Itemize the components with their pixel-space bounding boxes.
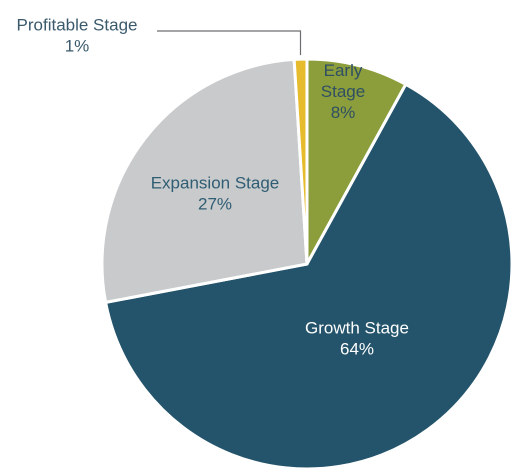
slice-name-label: Profitable Stage	[17, 16, 138, 35]
slice-label-growth-stage: Growth Stage 64%	[305, 319, 409, 359]
slice-early-stage	[305, 57, 408, 266]
pie-labels: Early Stage 8% Growth Stage 64% Expansion Sta…	[17, 16, 409, 359]
slice-value-label: 27%	[198, 195, 232, 214]
slice-value-label: 64%	[340, 340, 374, 359]
slice-name-label: Stage	[321, 82, 365, 101]
slice-label-expansion-stage: Expansion Stage 27%	[151, 174, 280, 214]
slice-label-profitable-stage: Profitable Stage 1%	[17, 16, 138, 56]
slice-value-label: 8%	[331, 103, 356, 122]
slice-expansion-stage	[100, 57, 309, 304]
leader-line-profitable-stage	[157, 30, 302, 56]
pie-slices	[100, 57, 511, 471]
slice-growth-stage	[104, 82, 511, 471]
slice-label-early-stage: Early Stage 8%	[321, 61, 365, 122]
slice-name-label: Early	[324, 61, 363, 80]
slice-profitable-stage	[292, 57, 309, 266]
slice-value-label: 1%	[65, 37, 90, 56]
slice-name-label: Expansion Stage	[151, 174, 280, 193]
slice-name-label: Growth Stage	[305, 319, 409, 338]
